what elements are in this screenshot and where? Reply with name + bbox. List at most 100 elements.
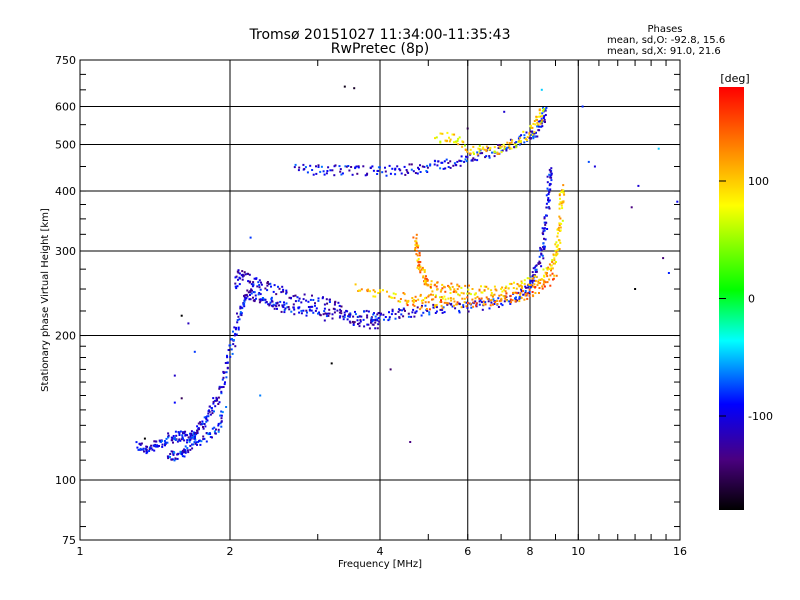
- data-point: [523, 298, 526, 301]
- data-point: [190, 430, 193, 433]
- data-point: [501, 149, 504, 152]
- data-point: [384, 166, 386, 169]
- data-point: [455, 141, 458, 144]
- data-point: [297, 169, 300, 172]
- data-point: [322, 170, 325, 173]
- data-point: [156, 444, 159, 447]
- data-point: [199, 421, 202, 424]
- data-point: [230, 348, 233, 351]
- data-point: [503, 145, 506, 148]
- data-point: [528, 277, 531, 280]
- data-point: [206, 419, 209, 422]
- data-point: [463, 160, 466, 163]
- data-point: [348, 315, 351, 318]
- data-point: [542, 242, 545, 245]
- data-point: [548, 263, 551, 266]
- data-point: [219, 414, 222, 417]
- data-point: [405, 169, 408, 171]
- data-point: [430, 283, 433, 286]
- data-point: [433, 284, 436, 287]
- data-point: [471, 159, 474, 162]
- data-point: [543, 227, 546, 230]
- data-point: [406, 300, 409, 303]
- data-point: [218, 386, 221, 389]
- data-point: [241, 278, 244, 281]
- data-point: [487, 287, 490, 290]
- data-point: [449, 166, 452, 169]
- data-point: [533, 279, 536, 282]
- data-point: [505, 148, 508, 151]
- data-point: [277, 285, 279, 288]
- data-point: [302, 298, 305, 301]
- data-point: [280, 310, 283, 313]
- data-point: [515, 146, 518, 149]
- data-point: [555, 253, 558, 255]
- data-point: [545, 202, 548, 205]
- data-point: [421, 165, 424, 168]
- data-point: [345, 165, 348, 168]
- data-point: [541, 125, 544, 128]
- x-tick-label: 8: [527, 545, 534, 558]
- data-point: [264, 287, 267, 290]
- data-point: [560, 204, 563, 207]
- data-point: [474, 300, 477, 303]
- data-point: [164, 442, 167, 445]
- data-point: [183, 439, 186, 442]
- data-point: [546, 281, 549, 284]
- data-point: [501, 290, 504, 293]
- data-point: [323, 303, 326, 306]
- data-point: [512, 287, 515, 289]
- data-point: [458, 136, 461, 139]
- data-point: [546, 175, 549, 178]
- data-point: [382, 313, 385, 316]
- data-point: [320, 165, 323, 168]
- data-point: [432, 298, 435, 301]
- data-point: [222, 376, 225, 379]
- data-point: [507, 300, 510, 303]
- data-point: [397, 300, 400, 303]
- data-point: [424, 279, 427, 282]
- data-point: [419, 295, 422, 297]
- data-point: [502, 295, 505, 297]
- data-point: [466, 150, 469, 153]
- data-point: [300, 312, 303, 315]
- data-point: [478, 289, 481, 292]
- data-point: [419, 308, 422, 311]
- data-point: [312, 311, 315, 314]
- data-point: [264, 298, 267, 301]
- data-point: [552, 262, 555, 265]
- data-point: [384, 316, 387, 318]
- data-point: [411, 311, 414, 314]
- data-point: [236, 270, 239, 273]
- data-point: [198, 428, 200, 431]
- data-point: [269, 301, 272, 304]
- data-point: [252, 296, 254, 299]
- colorbar-label: [deg]: [720, 72, 749, 85]
- data-point: [637, 184, 640, 187]
- data-point: [505, 299, 508, 302]
- data-point: [479, 152, 482, 155]
- data-point: [558, 207, 561, 210]
- data-point: [534, 123, 537, 126]
- data-point: [296, 296, 299, 299]
- data-point: [542, 230, 545, 233]
- data-point: [546, 228, 549, 230]
- data-point: [208, 410, 211, 413]
- data-point: [452, 297, 455, 300]
- data-point: [167, 457, 170, 460]
- data-point: [374, 295, 377, 298]
- data-point: [352, 322, 355, 325]
- data-point: [187, 451, 190, 454]
- data-point: [208, 405, 211, 408]
- data-point: [535, 131, 537, 134]
- data-point: [443, 160, 446, 163]
- data-point: [551, 260, 554, 263]
- data-point: [407, 172, 410, 174]
- data-point: [308, 308, 311, 311]
- data-point: [317, 312, 319, 315]
- data-point: [311, 294, 313, 297]
- data-point: [485, 296, 488, 299]
- data-point: [388, 295, 391, 298]
- data-point: [203, 437, 206, 440]
- data-point: [229, 355, 232, 358]
